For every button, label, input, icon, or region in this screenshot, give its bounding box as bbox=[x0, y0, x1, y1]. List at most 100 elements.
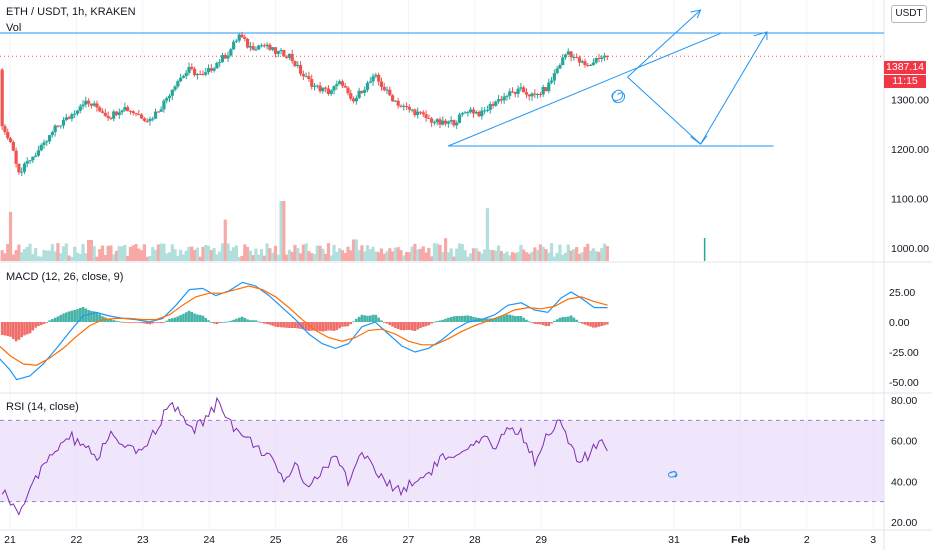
macd-histogram-bar bbox=[408, 322, 411, 330]
volume-bar bbox=[42, 250, 46, 261]
macd-histogram-bar bbox=[62, 313, 65, 322]
macd-histogram-bar bbox=[382, 322, 386, 323]
macd-histogram-bar bbox=[120, 321, 124, 323]
volume-bar bbox=[290, 251, 294, 261]
macd-histogram-bar bbox=[569, 315, 573, 322]
candle-body bbox=[382, 86, 386, 91]
candle-body bbox=[56, 125, 60, 127]
price-axis: 1000.00 1100.00 1200.00 1300.00 bbox=[891, 94, 929, 255]
macd-histogram-bar bbox=[37, 322, 40, 327]
candle-body bbox=[449, 120, 453, 122]
macd-histogram-bar bbox=[558, 317, 562, 322]
macd-histogram-bar bbox=[70, 310, 74, 322]
candle-body bbox=[527, 94, 531, 97]
candle-body bbox=[324, 87, 328, 89]
macd-axis: 25.00 0.00 -25.00 -50.00 bbox=[889, 287, 919, 389]
volume-bar bbox=[505, 251, 509, 261]
candle-body bbox=[483, 110, 487, 112]
volume-bar bbox=[39, 256, 43, 261]
volume-bar bbox=[469, 253, 473, 261]
rsi-tick-label: 80.00 bbox=[891, 395, 917, 407]
rsi-title[interactable]: RSI (14, close) bbox=[6, 401, 79, 413]
candle-body bbox=[321, 87, 325, 92]
volume-bar bbox=[22, 248, 27, 261]
candle-body bbox=[446, 121, 450, 124]
macd-histogram-bar bbox=[210, 321, 213, 323]
candle-body bbox=[463, 112, 467, 114]
macd-histogram-bar bbox=[237, 317, 241, 322]
volume-bar bbox=[307, 251, 311, 261]
volume-bar bbox=[335, 251, 339, 261]
volume-bar bbox=[259, 249, 264, 261]
candle-body bbox=[533, 93, 537, 95]
volume-bar bbox=[156, 244, 160, 261]
symbol-header[interactable]: ETH / USDT, 1h, KRAKEN bbox=[6, 6, 136, 18]
volume-bar bbox=[198, 256, 202, 261]
volume-bar bbox=[485, 208, 490, 261]
candle-body bbox=[577, 57, 582, 63]
candle-body bbox=[513, 92, 517, 94]
macd-title[interactable]: MACD (12, 26, close, 9) bbox=[6, 271, 124, 283]
macd-histogram-bar bbox=[254, 320, 258, 322]
macd-histogram-bar bbox=[168, 318, 171, 322]
candle-body bbox=[343, 85, 347, 88]
volume-bar bbox=[87, 240, 91, 261]
macd-histogram-bar bbox=[455, 316, 459, 322]
volume-bar bbox=[544, 249, 548, 261]
candle-body bbox=[100, 111, 105, 113]
candle-body bbox=[64, 117, 68, 121]
candle-body bbox=[572, 56, 576, 58]
macd-histogram-bar bbox=[491, 318, 495, 322]
candle-body bbox=[112, 111, 116, 119]
macd-histogram-bar bbox=[472, 316, 475, 322]
volume-bar bbox=[399, 250, 403, 261]
volume-bar bbox=[480, 253, 484, 261]
macd-histogram-bar bbox=[157, 322, 160, 323]
macd-histogram-bar bbox=[59, 314, 63, 322]
drawings bbox=[0, 9, 884, 147]
volume-bar bbox=[95, 256, 99, 261]
candle-body bbox=[67, 117, 71, 119]
volume-bar bbox=[552, 256, 556, 261]
last-time-label: 11:15 bbox=[884, 75, 926, 88]
volume-bar bbox=[566, 244, 570, 261]
candle-body bbox=[469, 109, 473, 113]
macd-histogram-bar bbox=[586, 322, 590, 326]
macd-histogram-bar bbox=[140, 322, 143, 324]
candle-body bbox=[338, 81, 342, 85]
candle-body bbox=[600, 57, 604, 59]
macd-histogram-bar bbox=[525, 319, 528, 322]
volume-bar bbox=[6, 243, 10, 261]
volume-bar bbox=[435, 243, 439, 261]
candle-body bbox=[404, 106, 409, 108]
macd-histogram-bar bbox=[193, 313, 196, 322]
volume-bar bbox=[226, 243, 230, 261]
macd-histogram-bar bbox=[536, 322, 539, 325]
macd-histogram-bar bbox=[279, 322, 283, 328]
volume-bar bbox=[424, 252, 428, 261]
currency-badge[interactable]: USDT bbox=[891, 5, 927, 23]
macd-histogram-bar bbox=[285, 322, 288, 328]
volume-bar bbox=[117, 246, 121, 261]
candle-body bbox=[128, 110, 133, 112]
candle-body bbox=[580, 61, 584, 63]
volume-bar bbox=[296, 248, 300, 261]
volume-bar bbox=[388, 248, 392, 261]
volume-bar bbox=[446, 252, 450, 261]
candle-body bbox=[153, 111, 158, 119]
macd-histogram-bar bbox=[566, 316, 570, 322]
volume-bar bbox=[254, 248, 258, 261]
macd-histogram-bar bbox=[145, 322, 149, 324]
candle-body bbox=[28, 160, 32, 162]
candle-body bbox=[201, 74, 205, 76]
candle-body bbox=[351, 98, 356, 102]
candle-body bbox=[396, 100, 400, 106]
volume-bar bbox=[510, 252, 515, 261]
candle-body bbox=[148, 118, 152, 122]
volume-bar bbox=[418, 248, 423, 261]
candle-body bbox=[237, 34, 241, 41]
candle-body bbox=[583, 61, 587, 66]
macd-histogram-bar bbox=[65, 312, 68, 322]
volume-bar bbox=[126, 255, 130, 261]
